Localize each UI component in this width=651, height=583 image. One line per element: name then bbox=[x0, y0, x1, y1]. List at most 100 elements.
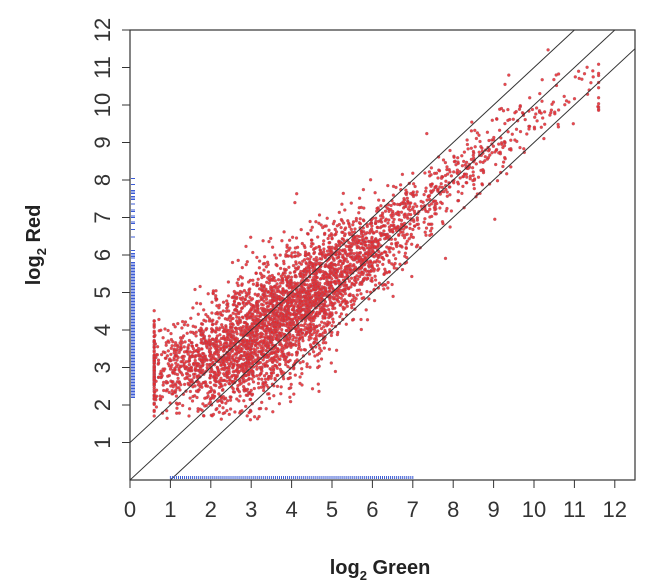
data-point bbox=[456, 182, 461, 186]
data-point bbox=[348, 262, 352, 266]
y-tick-label: 12 bbox=[90, 18, 115, 42]
data-point bbox=[383, 250, 387, 254]
data-point bbox=[339, 292, 343, 296]
data-point bbox=[180, 319, 185, 324]
data-point bbox=[385, 206, 389, 210]
data-point bbox=[161, 380, 166, 385]
data-point bbox=[365, 260, 370, 264]
data-point bbox=[349, 201, 353, 205]
data-point bbox=[397, 218, 402, 222]
data-point bbox=[364, 252, 368, 256]
data-point bbox=[244, 393, 248, 397]
x-axis-label-rest: Green bbox=[367, 557, 430, 579]
data-point bbox=[223, 383, 227, 387]
data-point bbox=[387, 209, 391, 214]
data-point bbox=[293, 200, 297, 205]
data-point bbox=[271, 365, 275, 369]
data-point bbox=[591, 75, 595, 79]
x-tick-label: 11 bbox=[563, 497, 586, 522]
data-point bbox=[317, 389, 321, 394]
data-point bbox=[303, 267, 307, 272]
data-point bbox=[390, 211, 395, 215]
data-point bbox=[279, 281, 283, 285]
data-point bbox=[334, 252, 338, 257]
data-point bbox=[315, 275, 319, 279]
data-points bbox=[152, 48, 601, 422]
data-point bbox=[549, 108, 554, 112]
data-point bbox=[152, 334, 156, 339]
data-point bbox=[333, 279, 337, 283]
data-point bbox=[398, 183, 403, 187]
data-point bbox=[505, 172, 509, 176]
data-point bbox=[455, 170, 459, 175]
data-point bbox=[274, 337, 279, 341]
data-point bbox=[217, 404, 222, 408]
data-point bbox=[518, 129, 523, 134]
data-point bbox=[233, 326, 238, 330]
data-point bbox=[299, 227, 303, 232]
data-point bbox=[212, 352, 217, 356]
data-point bbox=[235, 397, 239, 401]
data-point bbox=[251, 250, 255, 255]
data-point bbox=[397, 250, 401, 254]
data-point bbox=[164, 343, 168, 347]
data-point bbox=[247, 342, 251, 347]
data-point bbox=[596, 96, 601, 100]
data-point bbox=[300, 290, 304, 294]
data-point bbox=[317, 364, 321, 368]
data-point bbox=[360, 245, 364, 250]
data-point bbox=[344, 244, 349, 248]
data-point bbox=[187, 356, 192, 361]
data-point bbox=[308, 322, 312, 326]
data-point bbox=[404, 242, 408, 246]
data-point bbox=[232, 299, 237, 303]
data-point bbox=[310, 387, 315, 391]
data-point bbox=[261, 388, 266, 393]
data-point bbox=[317, 351, 322, 356]
data-point bbox=[156, 358, 161, 362]
data-point bbox=[548, 113, 552, 117]
data-point bbox=[393, 257, 398, 261]
data-point bbox=[152, 394, 156, 398]
data-point bbox=[367, 297, 371, 301]
data-point bbox=[323, 281, 327, 286]
data-point bbox=[354, 256, 358, 260]
data-point bbox=[184, 360, 188, 364]
data-point bbox=[495, 117, 499, 121]
data-point bbox=[216, 353, 221, 357]
data-point bbox=[501, 160, 506, 164]
data-point bbox=[329, 361, 333, 365]
data-point bbox=[391, 230, 395, 234]
data-point bbox=[177, 368, 181, 372]
data-point bbox=[370, 264, 374, 268]
data-point bbox=[362, 219, 366, 223]
data-point bbox=[210, 337, 215, 341]
data-point bbox=[294, 260, 298, 264]
data-point bbox=[591, 69, 595, 73]
data-point bbox=[269, 326, 273, 331]
data-point bbox=[201, 351, 205, 356]
data-point bbox=[323, 316, 327, 320]
data-point bbox=[589, 81, 593, 85]
data-point bbox=[242, 380, 246, 384]
y-axis-label-main: log bbox=[23, 255, 45, 285]
data-point bbox=[225, 306, 229, 310]
data-point bbox=[294, 236, 299, 240]
data-point bbox=[290, 251, 294, 255]
data-point bbox=[282, 261, 286, 266]
data-point bbox=[260, 289, 265, 293]
data-point bbox=[396, 224, 400, 229]
data-point bbox=[230, 260, 235, 265]
data-point bbox=[341, 261, 345, 265]
data-point bbox=[445, 190, 449, 194]
data-point bbox=[480, 146, 484, 150]
data-point bbox=[384, 217, 388, 221]
data-point bbox=[262, 374, 267, 378]
data-point bbox=[211, 289, 216, 293]
data-point bbox=[270, 359, 274, 364]
data-point bbox=[236, 383, 240, 388]
data-point bbox=[217, 392, 221, 396]
data-point bbox=[341, 191, 345, 196]
data-point bbox=[229, 314, 233, 318]
data-point bbox=[219, 313, 223, 317]
